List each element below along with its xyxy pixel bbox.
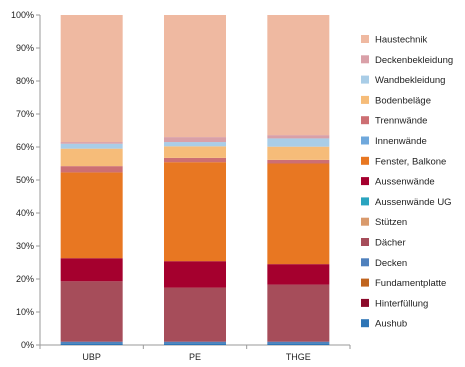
legend-swatch (361, 95, 369, 104)
legend-label: Fenster, Balkone (375, 156, 446, 167)
bar-segment-deckenbekleidung (164, 137, 226, 143)
bar-segment-aushub (164, 343, 226, 345)
legend-swatch (361, 35, 369, 43)
bar-segment-dächer (164, 287, 226, 342)
legend-label: Aushub (375, 319, 407, 330)
bar-segment-bodenbeläge (164, 146, 226, 158)
legend-swatch (361, 116, 369, 125)
bar-segment-haustechnik (60, 15, 123, 143)
y-tick-label: 80% (16, 76, 34, 86)
legend-label: Aussenwände UG (375, 197, 452, 208)
bar-segment-trennwände (267, 159, 330, 164)
bar-segment-dächer (60, 281, 123, 342)
y-tick-label: 0% (21, 340, 34, 350)
bar-segment-bodenbeläge (267, 146, 330, 160)
y-tick-label: 100% (11, 10, 34, 20)
legend-label: Aussenwände (375, 177, 435, 188)
legend-swatch (361, 319, 369, 328)
legend: Haustechnik Deckenbekleidung Wandbekleidun… (361, 35, 453, 330)
bars (60, 15, 330, 345)
y-tick-label: 90% (16, 43, 34, 53)
bar-segment-wandbekleidung (164, 142, 226, 147)
bar-segment-haustechnik (267, 15, 330, 136)
bar-segment-wandbekleidung (267, 138, 330, 147)
bar-segment-wandbekleidung (60, 143, 123, 149)
bar-segment-decken (60, 341, 123, 344)
legend-swatch (361, 177, 369, 186)
bar-segment-decken (164, 341, 226, 344)
bar-segment-bodenbeläge (60, 148, 123, 167)
y-tick-label: 60% (16, 142, 34, 152)
legend-label: Stützen (375, 217, 407, 228)
legend-swatch (361, 217, 369, 226)
legend-label: Fundamentplatte (375, 278, 446, 289)
legend-swatch (361, 278, 369, 287)
legend-label: Innenwände (375, 136, 427, 147)
x-tick-label: PE (189, 352, 201, 362)
legend-swatch (361, 238, 369, 246)
bar-segment-trennwände (60, 166, 123, 173)
bar-segment-aussenwände (267, 264, 330, 285)
legend-swatch (361, 197, 369, 206)
x-tick-label: THGE (286, 352, 311, 362)
bar-segment-haustechnik (164, 15, 226, 138)
bar-segment-aushub (60, 343, 123, 345)
legend-label: Dächer (375, 238, 406, 249)
legend-swatch (361, 136, 369, 145)
y-tick-label: 50% (16, 175, 34, 185)
bar-segment-deckenbekleidung (267, 135, 330, 139)
legend-swatch (361, 55, 369, 64)
y-tick-label: 20% (16, 274, 34, 284)
y-tick-label: 30% (16, 241, 34, 251)
legend-swatch (361, 298, 369, 307)
legend-swatch (361, 258, 369, 267)
legend-label: Wandbekleidung (375, 75, 445, 86)
x-tick-label: UBP (82, 352, 101, 362)
y-tick-label: 70% (16, 109, 34, 119)
bar-segment-aushub (267, 343, 330, 345)
y-tick-label: 10% (16, 307, 34, 317)
bar-segment-decken (267, 341, 330, 344)
bar-segment-aussenwände (164, 261, 226, 288)
bar-segment-aussenwände (60, 258, 123, 282)
y-tick-label: 40% (16, 208, 34, 218)
bar-segment-trennwände (164, 157, 226, 163)
bar-segment-fenster-balkone (164, 162, 226, 262)
legend-swatch (361, 156, 369, 165)
legend-label: Hinterfüllung (375, 298, 428, 309)
bar-segment-fenster-balkone (267, 163, 330, 265)
legend-swatch (361, 75, 369, 84)
bar-segment-fenster-balkone (60, 172, 123, 259)
bar-segment-deckenbekleidung (60, 142, 123, 144)
legend-label: Deckenbekleidung (375, 55, 453, 66)
legend-label: Decken (375, 258, 407, 269)
legend-label: Bodenbeläge (375, 95, 431, 106)
legend-label: Haustechnik (375, 35, 428, 46)
legend-label: Trennwände (375, 116, 427, 127)
bar-segment-dächer (267, 284, 330, 342)
